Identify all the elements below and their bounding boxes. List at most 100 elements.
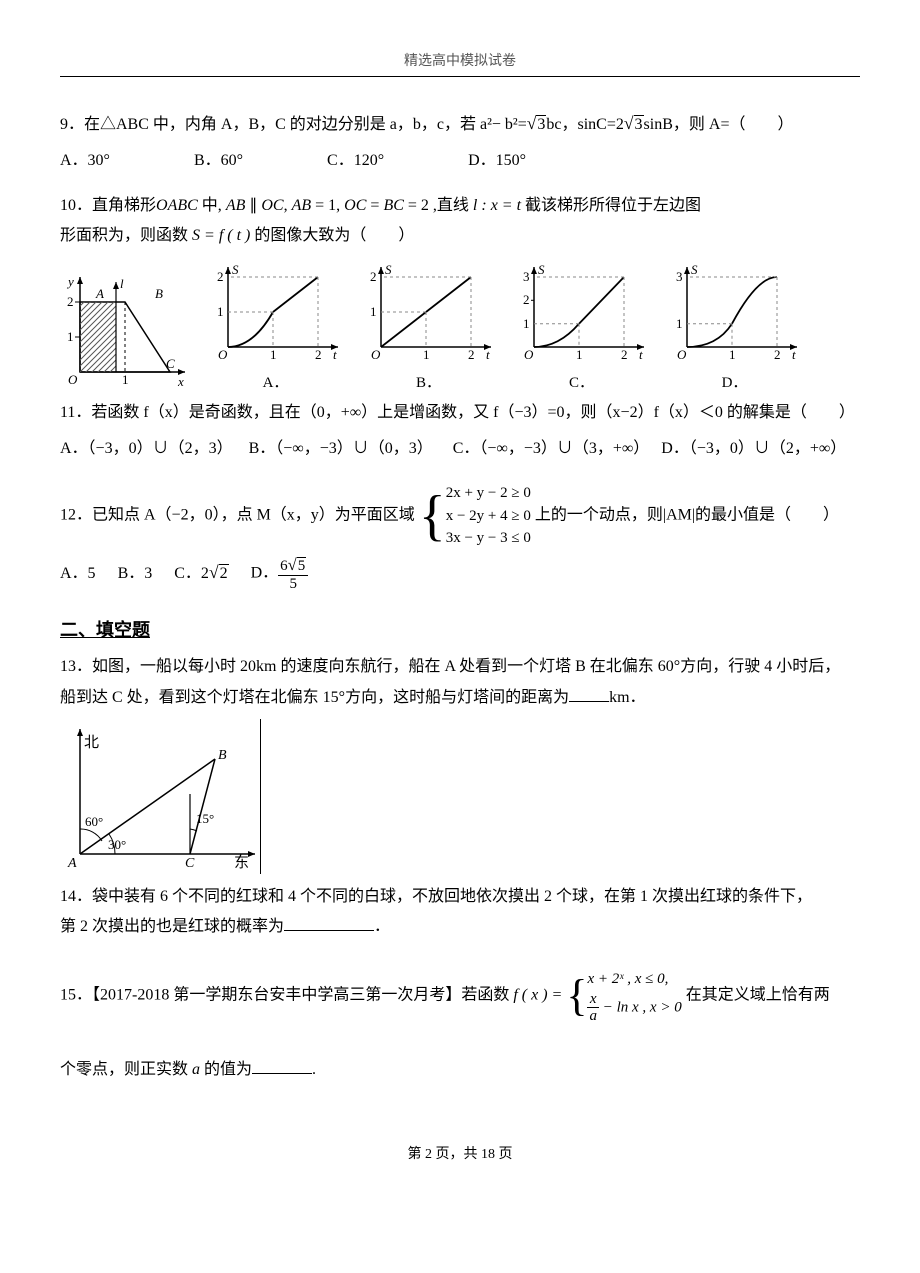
q9-option-a: A．30° [60, 146, 110, 176]
q9-option-d: D．150° [468, 146, 526, 176]
q10-ab2: AB [292, 197, 312, 214]
q15-l2-2: 的值为 [200, 1061, 252, 1078]
svg-text:A: A [95, 286, 104, 301]
q15-piecewise: { x + 2ˣ , x ≤ 0, xa − ln x , x > 0 [566, 967, 681, 1025]
q10-l2-1: 形面积为，则函数 [60, 227, 192, 244]
svg-text:O: O [677, 347, 687, 362]
sqrt-icon: 5 [288, 556, 307, 575]
q10-p: ∥ [245, 197, 261, 214]
q14-l1: 14．袋中装有 6 个不同的红球和 4 个不同的白球，不放回地依次摸出 2 个球… [60, 888, 812, 905]
q10-eq1: = 1, [311, 197, 344, 214]
q9-option-b: B．60° [194, 146, 243, 176]
q14-l2-2: ． [374, 918, 390, 935]
svg-text:1: 1 [576, 347, 583, 362]
page-footer: 第 2 页，共 18 页 [0, 1143, 920, 1163]
svg-text:S: S [232, 262, 239, 277]
svg-text:1: 1 [676, 316, 683, 331]
q10-l2-2: 的图像大致为（ ） [250, 227, 414, 244]
q10-oc: OC [261, 197, 283, 214]
q12-t1: 12．已知点 A（−2，0），点 M（x，y）为平面区域 [60, 507, 419, 524]
blank-field [252, 1057, 312, 1074]
q9-text-2: bc，sinC=2 [546, 116, 623, 133]
svg-text:O: O [218, 347, 228, 362]
svg-text:t: t [486, 347, 490, 362]
q12-option-a: A．5 [60, 559, 96, 589]
sqrt-icon: 3 [624, 107, 644, 140]
q10-oabc: OABC [156, 197, 198, 214]
q10-chart-c: 1 2 3 1 2 O S t C． [514, 262, 649, 392]
svg-text:S: S [691, 262, 698, 277]
q12-sys1: 2x + y − 2 ≥ 0 [446, 485, 531, 501]
svg-text:1: 1 [423, 347, 430, 362]
svg-text:B: B [218, 748, 227, 763]
q9-options: A．30° B．60° C．120° D．150° [60, 146, 860, 176]
q11-option-b: B．（−∞，−3）∪（0，3） [249, 440, 433, 457]
q10-chart-b: 1 2 1 2 O S t B． [361, 262, 496, 392]
question-9: 9．在△ABC 中，内角 A，B，C 的对边分别是 a，b，c，若 a²− b²… [60, 107, 860, 140]
q12-sys3: 3x − y − 3 ≤ 0 [446, 530, 531, 546]
sqrt-icon: 3 [527, 107, 547, 140]
brace-icon: { [419, 488, 446, 544]
svg-text:2: 2 [774, 347, 781, 362]
q15-pw2-rest: − ln x , x > 0 [599, 999, 682, 1015]
svg-text:3: 3 [523, 269, 530, 284]
q10-t2: 中, [198, 197, 226, 214]
q15-l2-3: . [312, 1061, 316, 1078]
svg-text:15°: 15° [196, 811, 214, 826]
svg-text:1: 1 [67, 329, 74, 344]
q10-label-b: B． [361, 371, 496, 392]
q9-text-3: sinB，则 A=（ ） [644, 116, 794, 133]
svg-text:x: x [177, 374, 184, 387]
q11-options: A．（−3，0）∪（2，3） B．（−∞，−3）∪（0，3） C．（−∞，−3）… [60, 434, 860, 464]
svg-text:1: 1 [270, 347, 277, 362]
svg-text:y: y [66, 274, 74, 289]
svg-text:S: S [538, 262, 545, 277]
q13-l1: 13．如图，一船以每小时 20km 的速度向东航行，船在 A 处看到一个灯塔 B… [60, 658, 840, 675]
svg-text:3: 3 [676, 269, 683, 284]
question-12: 12．已知点 A（−2，0），点 M（x，y）为平面区域 { 2x + y − … [60, 482, 860, 550]
q15-fx: f ( x ) = [513, 986, 566, 1003]
svg-text:1: 1 [122, 372, 129, 387]
svg-text:O: O [524, 347, 534, 362]
q12-option-b: B．3 [118, 559, 153, 589]
q10-chart-a: 1 2 1 2 O S t A． [208, 262, 343, 392]
svg-text:O: O [68, 372, 78, 387]
q10-trapezoid-figure: 2 1 1 y l x O A B C [60, 272, 190, 392]
q12-system: { 2x + y − 2 ≥ 0 x − 2y + 4 ≥ 0 3x − y −… [419, 482, 531, 550]
svg-text:北: 北 [84, 734, 99, 751]
q12-sys2: x − 2y + 4 ≥ 0 [446, 508, 531, 524]
question-13: 13．如图，一船以每小时 20km 的速度向东航行，船在 A 处看到一个灯塔 B… [60, 652, 860, 713]
svg-text:t: t [333, 347, 337, 362]
section-2-header: 二、填空题 [60, 616, 860, 642]
svg-text:1: 1 [217, 304, 224, 319]
q14-l2-1: 第 2 次摸出的也是红球的概率为 [60, 918, 284, 935]
q12-options: A．5 B．3 C．22 D．655 [60, 556, 860, 592]
q10-label-d: D． [667, 371, 802, 392]
q10-c1: , [284, 197, 292, 214]
q11-option-a: A．（−3，0）∪（2，3） [60, 440, 233, 457]
svg-text:60°: 60° [85, 814, 103, 829]
svg-text:t: t [792, 347, 796, 362]
q10-l: l : x = t [469, 197, 525, 214]
blank-field [569, 685, 609, 702]
q10-eqbc: = [366, 197, 383, 214]
page-top-header: 精选高中模拟试卷 [60, 50, 860, 70]
question-14: 14．袋中装有 6 个不同的红球和 4 个不同的白球，不放回地依次摸出 2 个球… [60, 882, 860, 943]
svg-text:2: 2 [217, 269, 224, 284]
svg-text:1: 1 [729, 347, 736, 362]
q10-label-a: A． [208, 371, 343, 392]
svg-text:东: 东 [234, 854, 249, 869]
svg-text:30°: 30° [108, 837, 126, 852]
q15-t2: 在其定义域上恰有两 [686, 986, 830, 1003]
footer-total: 18 [481, 1147, 495, 1162]
footer-mid: 页，共 [432, 1147, 481, 1162]
q10-eq2: = 2 ,直线 [404, 197, 469, 214]
q9-text-1: 9．在△ABC 中，内角 A，B，C 的对边分别是 a，b，c，若 a²− b²… [60, 116, 527, 133]
q15-t1: 15．【2017-2018 第一学期东台安丰中学高三第一次月考】若函数 [60, 986, 513, 1003]
q11-option-c: C．（−∞，−3）∪（3，+∞） [453, 440, 650, 457]
svg-text:1: 1 [370, 304, 377, 319]
q13-l2-2: km． [609, 689, 645, 706]
svg-text:2: 2 [67, 294, 74, 309]
svg-text:B: B [155, 286, 163, 301]
q9-option-c: C．120° [327, 146, 384, 176]
